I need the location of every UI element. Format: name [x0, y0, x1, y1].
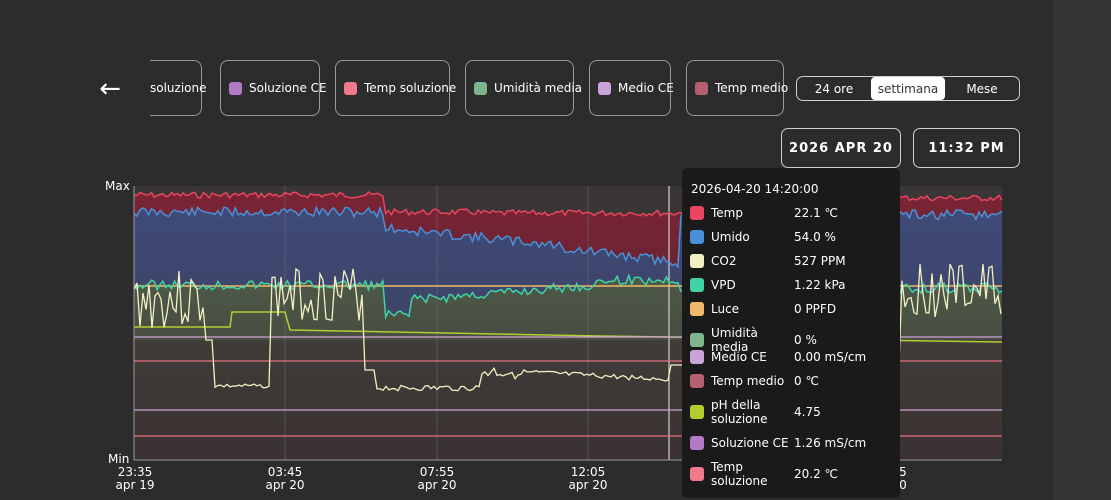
series-chip[interactable]: Umidità media [465, 60, 582, 116]
tooltip-row: CO2 527 PPM [690, 254, 895, 268]
tooltip-swatch [690, 254, 704, 268]
tooltip-row: Soluzione CE 1.26 mS/cm [690, 436, 895, 450]
x-tick-time: 23:35 [118, 465, 153, 479]
tooltip-series-value: 1.26 mS/cm [794, 436, 867, 450]
tooltip-series-value: 1.22 kPa [794, 278, 846, 292]
tooltip-row: Temp 22.1 ℃ [690, 206, 895, 220]
tooltip-swatch [690, 350, 704, 364]
tooltip-row: Medio CE 0.00 mS/cm [690, 350, 895, 364]
series-chip[interactable]: Temp soluzione [335, 60, 456, 116]
range-tab[interactable]: settimana [871, 77, 945, 100]
axis-min-label: Min [108, 452, 129, 466]
tooltip-swatch [690, 405, 704, 419]
tooltip-series-name: Temp [711, 206, 743, 220]
axis-max-label: Max [105, 179, 130, 193]
series-chip[interactable]: Soluzione CE [220, 60, 327, 116]
tooltip-series-value: 54.0 % [794, 230, 836, 244]
x-tick-date: apr 20 [418, 478, 457, 492]
tooltip-swatch [690, 374, 704, 388]
x-tick-date: apr 20 [569, 478, 608, 492]
tooltip-row: pH della soluzione 4.75 [690, 398, 895, 426]
x-tick-time: 07:55 [420, 465, 455, 479]
tooltip-series-name: pH della soluzione [711, 398, 768, 426]
series-chip-label: Temp soluzione [364, 81, 457, 95]
x-tick-time: 5 [899, 465, 907, 479]
tooltip-series-name: Luce [711, 302, 740, 316]
tooltip-series-value: 0 PPFD [794, 302, 837, 316]
series-chip[interactable]: Temp medio [686, 60, 788, 116]
range-tab[interactable]: 24 ore [814, 81, 854, 96]
tooltip-row: Umidità media 0 % [690, 326, 895, 354]
tooltip-series-value: 4.75 [794, 405, 821, 419]
tooltip-swatch [690, 206, 704, 220]
tooltip-series-name: CO2 [711, 254, 737, 268]
tooltip-swatch [690, 278, 704, 292]
right-panel [1053, 0, 1111, 500]
series-swatch [229, 81, 242, 95]
range-tab[interactable]: Mese [966, 81, 998, 96]
tooltip-series-name: Umido [711, 230, 750, 244]
tooltip-swatch [690, 302, 704, 316]
tooltip-swatch [690, 230, 704, 244]
series-swatch [695, 81, 708, 95]
series-chip-label: Umidità media [494, 81, 583, 95]
tooltip-series-name: Umidità media [711, 326, 758, 354]
series-chip[interactable]: Medio CE [589, 60, 674, 116]
x-tick-date: apr 20 [266, 478, 305, 492]
series-chip-label: Medio CE [618, 81, 674, 95]
tooltip-row: Umido 54.0 % [690, 230, 895, 244]
tooltip-series-value: 22.1 ℃ [794, 206, 839, 220]
tooltip-series-value: 0 ℃ [794, 374, 819, 388]
tooltip-series-value: 20.2 ℃ [794, 467, 839, 481]
time-button[interactable]: 11:32 PM [913, 128, 1020, 168]
range-selector[interactable]: 24 ore settimana Mese [796, 76, 1020, 101]
tooltip-series-value: 0 % [794, 333, 817, 347]
tooltip-swatch [690, 333, 704, 347]
tooltip-series-value: 527 PPM [794, 254, 846, 268]
tooltip-series-name: VPD [711, 278, 736, 292]
tooltip-series-name: Soluzione CE [711, 436, 789, 450]
tooltip-series-name: Medio CE [711, 350, 767, 364]
tooltip-row: Luce 0 PPFD [690, 302, 895, 316]
back-arrow-icon[interactable]: ← [99, 74, 121, 104]
series-chip[interactable]: soluzione [150, 60, 207, 116]
x-tick-date: apr 19 [116, 478, 155, 492]
tooltip: 2026-04-20 14:20:00 Temp 22.1 ℃ Umido 54.0 … [682, 168, 900, 498]
x-tick-time: 03:45 [268, 465, 303, 479]
series-swatch [344, 81, 357, 95]
series-swatch [474, 81, 487, 95]
tooltip-row: Temp soluzione 20.2 ℃ [690, 460, 895, 488]
tooltip-swatch [690, 467, 704, 481]
tooltip-row: Temp medio 0 ℃ [690, 374, 895, 388]
series-chip-label: Soluzione CE [249, 81, 327, 95]
series-chip-label: soluzione [150, 81, 207, 95]
ph-line [134, 311, 1003, 343]
series-chip-bar[interactable]: soluzione Soluzione CE Temp soluzione Umidi… [150, 60, 790, 118]
tooltip-swatch [690, 436, 704, 450]
date-button[interactable]: 2026 APR 20 [781, 128, 901, 168]
tooltip-series-name: Temp soluzione [711, 460, 768, 488]
series-swatch [598, 81, 611, 95]
series-chip-label: Temp medio [715, 81, 789, 95]
tooltip-series-value: 0.00 mS/cm [794, 350, 867, 364]
x-tick-time: 12:05 [571, 465, 606, 479]
x-tick-date: 0 [899, 478, 907, 492]
tooltip-series-name: Temp medio [711, 374, 785, 388]
tooltip-title: 2026-04-20 14:20:00 [691, 182, 819, 196]
tooltip-row: VPD 1.22 kPa [690, 278, 895, 292]
